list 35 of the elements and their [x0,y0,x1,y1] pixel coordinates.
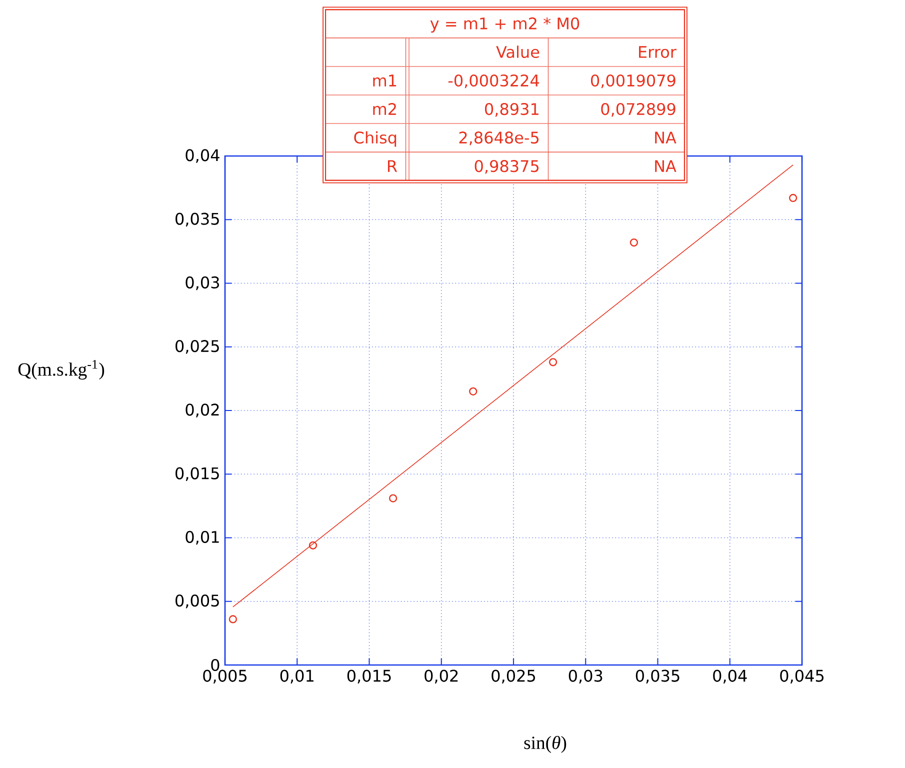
x-tick-label: 0,015 [347,670,391,684]
y-tick-label: 0,04 [186,149,220,163]
x-tick-label: 0,025 [492,670,535,684]
text: 0,0019079 [590,74,676,88]
y-tick-label: 0,005 [176,594,219,608]
x-tick-label: 0,03 [568,670,602,684]
text: y = m1 + m2 * M0 [430,17,580,33]
x-tick-label: 0,04 [713,670,747,684]
y-tick-label: 0,02 [186,404,219,418]
annotation: 0,98375 [474,160,539,174]
text: 0,072899 [601,102,676,117]
text: NA [655,132,676,144]
y-tick-label: 0 [211,658,220,672]
text: -0,0003224 [448,74,540,88]
y-tick-label: 0,03 [186,276,219,290]
x-tick-label: 0,02 [424,670,458,684]
x-tick-label: 0,005 [203,670,246,684]
annotation: NA [655,160,676,172]
text: 2,8648e-5 [459,132,539,146]
y-tick-label: 0,01 [186,530,219,545]
text: Chisq [354,131,396,147]
annotation: R [388,160,398,172]
text: 0,8931 [485,102,538,117]
text: Error [639,46,676,58]
y-tick-label: 0,015 [176,467,219,481]
y-tick-label: 0,035 [176,212,219,226]
y-axis-title: Q(m.s.kg$^{-1}$) [18,360,104,380]
x-tick-label: 0,01 [280,670,314,684]
text: m2 [373,102,396,115]
y-tick-label: 0,025 [176,340,219,354]
x-tick-label: 0,045 [780,670,824,684]
x-tick-label: 0,035 [636,670,680,684]
text: m1 [373,74,396,86]
text: Value [496,46,540,58]
x-axis-title: sin(θ) [524,736,566,753]
